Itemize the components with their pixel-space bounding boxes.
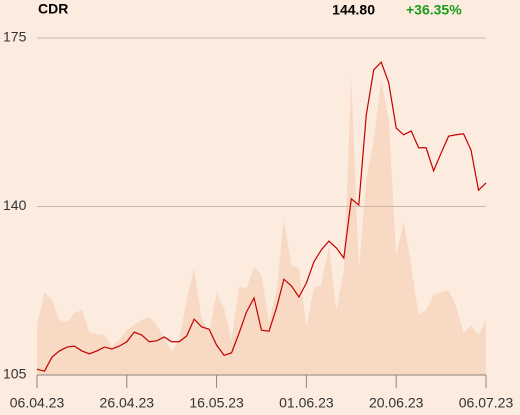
x-tick-label: 26.04.23 — [100, 395, 155, 411]
price-line — [36, 60, 487, 372]
y-tick-label: 140 — [3, 197, 27, 213]
y-tick-label: 175 — [3, 29, 27, 45]
volume-area — [37, 77, 486, 376]
x-tick-label: 20.06.23 — [369, 395, 424, 411]
y-tick-label: 105 — [3, 366, 27, 382]
change: +36.35% — [406, 2, 462, 18]
ticker: CDR — [38, 1, 68, 17]
x-tick-label: 16.05.23 — [189, 395, 244, 411]
last-price: 144.80 — [332, 2, 375, 18]
x-tick-label: 01.06.23 — [279, 395, 334, 411]
x-tick-label: 06.07.23 — [459, 395, 514, 411]
x-tick-label: 06.04.23 — [10, 395, 65, 411]
